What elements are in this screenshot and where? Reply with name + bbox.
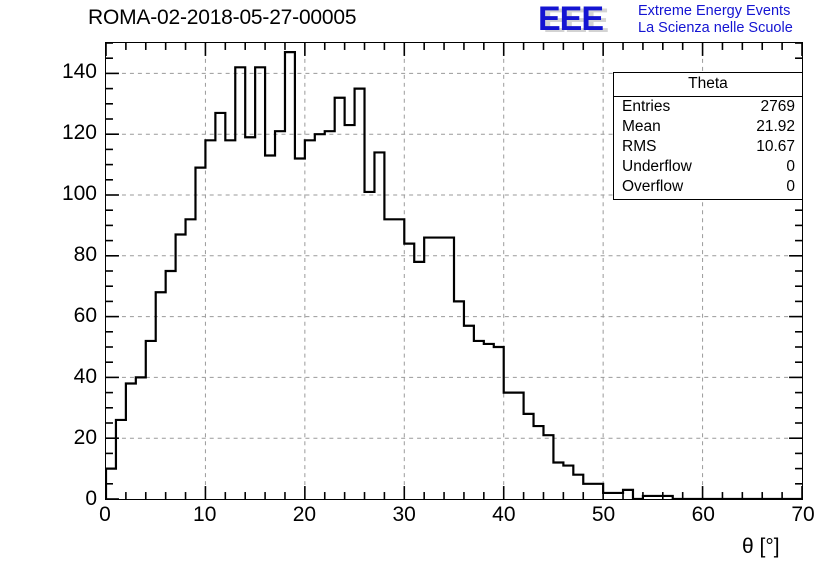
eee-logo: EEE EEE Extreme Energy Events La Scienza… <box>538 2 834 38</box>
eee-logo-mark: EEE EEE <box>538 0 636 40</box>
stats-row: RMS 10.67 <box>614 137 802 157</box>
stats-row: Mean 21.92 <box>614 117 802 137</box>
stats-row: Entries 2769 <box>614 97 802 117</box>
histogram-outline <box>106 51 802 499</box>
x-tick-label: 10 <box>193 503 217 526</box>
y-tick-label: 0 <box>85 487 97 510</box>
y-tick-label: 100 <box>61 181 97 205</box>
stats-row-value: 10.67 <box>756 138 795 155</box>
eee-logo-text: Extreme Energy Events La Scienza nelle S… <box>638 3 793 37</box>
stats-row-value: 0 <box>786 158 795 175</box>
eee-logo-mark-shadow: EEE <box>543 2 609 40</box>
x-tick-label: 60 <box>691 503 715 526</box>
x-tick-label: 0 <box>99 503 111 526</box>
stats-box: Theta Entries 2769 Mean 21.92 RMS 10.67 Underf… <box>613 72 803 200</box>
y-tick-label: 20 <box>73 425 97 449</box>
y-tick-label: 140 <box>61 59 97 83</box>
eee-logo-mark-letters: EEE <box>538 0 604 38</box>
x-tick-label: 40 <box>492 503 516 526</box>
y-tick-label: 120 <box>61 120 97 144</box>
stats-row-key: Underflow <box>622 158 692 175</box>
stats-row-key: Overflow <box>622 178 684 195</box>
x-tick-label: 30 <box>392 503 416 526</box>
x-tick-label: 50 <box>591 503 616 526</box>
stats-row: Underflow 0 <box>614 157 802 177</box>
eee-logo-line2: La Scienza nelle Scuole <box>638 20 793 36</box>
y-tick-label: 80 <box>73 242 97 266</box>
stats-row-key: RMS <box>622 138 657 155</box>
x-tick-label: 70 <box>791 503 815 526</box>
stats-box-title: Theta <box>614 73 802 97</box>
y-tick-label: 40 <box>73 364 97 388</box>
x-tick-label: 20 <box>292 503 317 526</box>
y-tick-label: 60 <box>73 303 97 327</box>
page-title: ROMA-02-2018-05-27-00005 <box>88 6 357 29</box>
stats-row-key: Entries <box>622 98 671 115</box>
stats-row-value: 0 <box>786 178 795 195</box>
stats-row-value: 2769 <box>760 98 795 115</box>
stats-box-rows: Entries 2769 Mean 21.92 RMS 10.67 Underflow 0 Ov… <box>614 97 802 197</box>
eee-logo-line1: Extreme Energy Events <box>638 3 791 19</box>
x-axis-title: θ [°] <box>742 535 780 558</box>
stats-row-value: 21.92 <box>756 118 795 135</box>
stats-row-key: Mean <box>622 118 661 135</box>
stats-row: Overflow 0 <box>614 177 802 197</box>
